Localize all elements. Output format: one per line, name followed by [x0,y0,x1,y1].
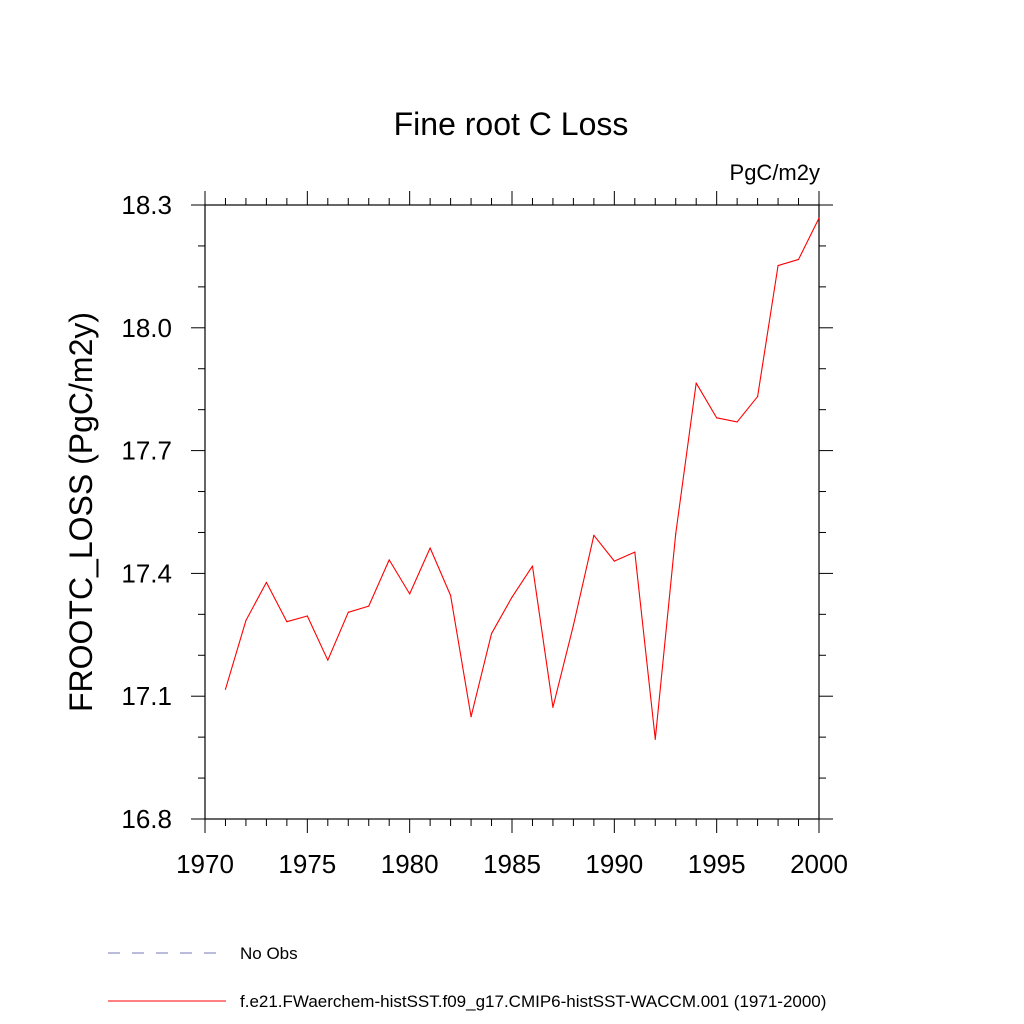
data-point [245,619,247,622]
x-tick-label: 1980 [381,849,439,879]
units-label: PgC/m2y [730,160,820,185]
data-point [777,264,779,267]
legend-label-no-obs: No Obs [240,944,298,963]
data-point [797,258,800,261]
data-point [695,382,697,384]
x-tick-label: 1970 [176,849,234,879]
data-point [572,624,575,626]
data-point [327,659,329,661]
data-point [368,605,370,607]
data-point [470,716,472,718]
y-axis-label: FROOTC_LOSS (PgC/m2y) [63,312,99,712]
plot-frame [204,204,820,820]
data-point [593,534,595,536]
data-point [654,738,656,740]
data-point [409,593,411,595]
data-point [347,611,349,613]
data-point [429,547,431,549]
x-tick-label: 1995 [688,849,746,879]
y-tick-label: 18.3 [121,190,172,220]
data-point [286,621,288,623]
data-point [490,632,493,635]
series-layer [224,217,820,740]
legend-label-model: f.e21.FWaerchem-histSST.f09_g17.CMIP6-hi… [240,992,826,1011]
y-tick-label: 18.0 [121,313,172,343]
x-tick-label: 1975 [278,849,336,879]
legend: No Obs f.e21.FWaerchem-histSST.f09_g17.C… [108,944,826,1011]
data-point [552,706,554,708]
y-tick-labels: 16.8 17.1 17.4 17.7 18.0 18.3 [121,190,172,834]
x-tick-labels: 1970 1975 1980 1985 1990 1995 2000 [176,849,848,879]
x-tick-label: 1990 [585,849,643,879]
y-tick-label: 17.4 [121,558,172,588]
data-point [450,594,452,597]
y-tick-label: 16.8 [121,804,172,834]
y-tick-label: 17.7 [121,436,172,466]
data-point [613,560,615,562]
data-point [736,421,738,423]
x-tick-label: 1985 [483,849,541,879]
data-point [511,596,513,598]
data-point [818,217,820,219]
data-point [531,565,534,567]
chart-title: Fine root C Loss [394,106,629,142]
data-point [388,559,390,561]
series-line-0 [224,217,820,740]
data-point [306,615,308,617]
data-point [265,581,267,584]
data-point [634,551,636,553]
data-point [757,395,759,398]
data-point [716,417,718,419]
y-tick-label: 17.1 [121,681,172,711]
axis-ticks [191,191,833,833]
x-tick-label: 2000 [790,849,848,879]
data-point [224,688,227,690]
data-point [675,533,677,535]
